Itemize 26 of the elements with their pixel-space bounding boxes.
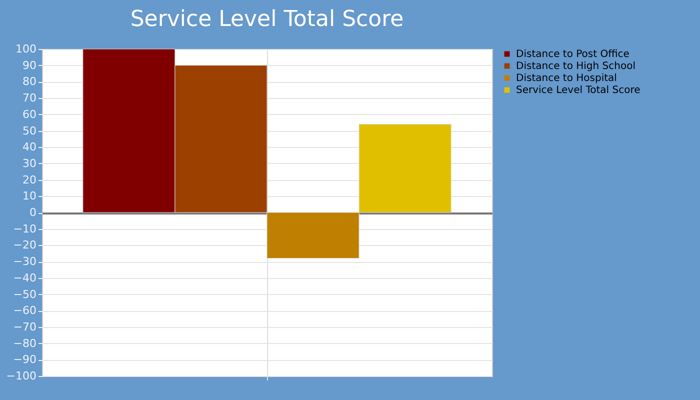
y-tick-label: −50 [13,288,36,301]
y-tick-label: 100 [16,42,36,56]
y-tick-label: 20 [22,173,36,186]
chart-title: Service Level Total Score [130,7,404,32]
y-tick-label: 60 [22,108,36,121]
y-tick-label: 10 [22,190,36,203]
legend-label: Distance to Post Office [516,49,630,60]
y-tick-label: 0 [30,206,36,219]
y-tick-label: 70 [22,92,36,105]
legend-label: Distance to Hospital [516,73,617,84]
y-tick-label: −60 [13,304,36,318]
y-tick-label: −70 [13,320,36,334]
y-tick-label: 90 [22,58,36,72]
y-tick-label: −40 [13,271,36,284]
legend-label: Service Level Total Score [516,85,640,96]
y-tick-label: −20 [13,238,36,252]
y-tick-label: 40 [22,140,36,154]
y-tick-label: 50 [22,124,36,138]
y-tick-label: −10 [13,222,36,236]
y-tick-label: −80 [13,336,36,350]
y-tick-label: −30 [13,255,36,268]
y-tick-label: 80 [22,75,36,88]
y-tick-label: 30 [22,156,36,170]
y-tick-label: −90 [13,353,36,366]
legend-label: Distance to High School [516,61,636,72]
y-tick-label: −100 [6,370,36,382]
